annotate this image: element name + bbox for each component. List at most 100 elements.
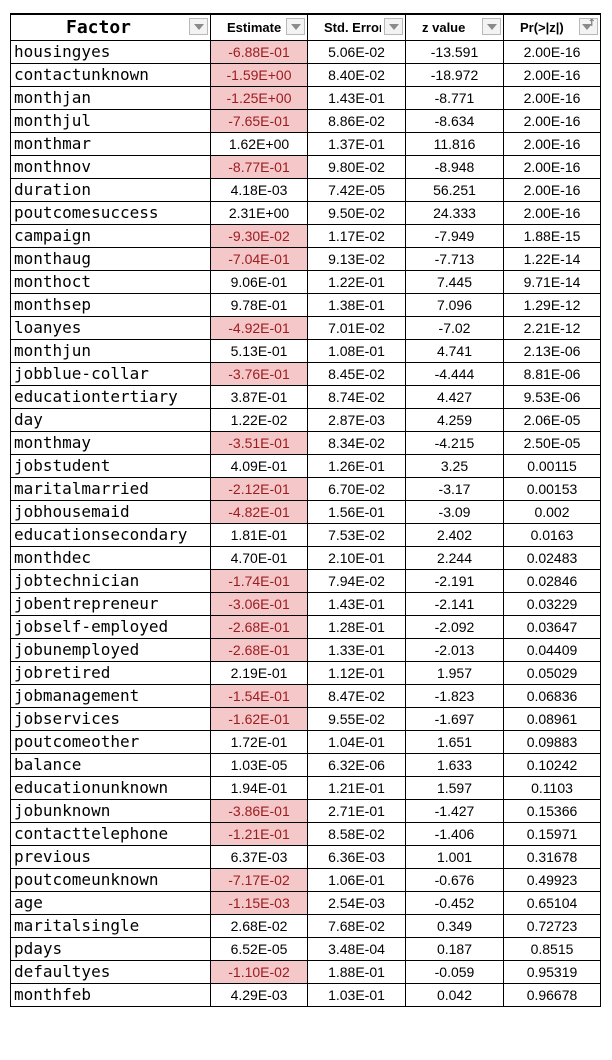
std-error-cell[interactable]: 8.40E-02	[307, 62, 406, 87]
estimate-cell[interactable]: 5.13E-01	[210, 338, 308, 363]
factor-cell[interactable]: campaign	[10, 223, 211, 248]
factor-cell[interactable]: previous	[10, 844, 211, 869]
p-value-cell[interactable]: 0.1103	[503, 775, 601, 800]
factor-cell[interactable]: educationsecondary	[10, 522, 211, 547]
estimate-cell[interactable]: -1.15E-03	[210, 890, 308, 915]
estimate-cell[interactable]: 1.22E-02	[210, 407, 308, 432]
z-value-cell[interactable]: 4.259	[405, 407, 504, 432]
z-value-cell[interactable]: 1.651	[405, 729, 504, 754]
p-value-cell[interactable]: 9.71E-14	[503, 269, 601, 294]
z-value-cell[interactable]: -3.17	[405, 476, 504, 501]
factor-cell[interactable]: poutcomesuccess	[10, 200, 211, 225]
filter-dropdown-icon[interactable]	[482, 18, 501, 35]
z-value-cell[interactable]: 56.251	[405, 177, 504, 202]
p-value-cell[interactable]: 2.00E-16	[503, 200, 601, 225]
p-value-cell[interactable]: 2.00E-16	[503, 108, 601, 133]
estimate-cell[interactable]: -4.82E-01	[210, 499, 308, 524]
z-value-cell[interactable]: 3.25	[405, 453, 504, 478]
p-value-cell[interactable]: 2.00E-16	[503, 154, 601, 179]
p-value-cell[interactable]: 9.53E-06	[503, 384, 601, 409]
p-value-cell[interactable]: 8.81E-06	[503, 361, 601, 386]
p-value-cell[interactable]: 0.72723	[503, 913, 601, 938]
z-value-cell[interactable]: 0.187	[405, 936, 504, 961]
std-error-cell[interactable]: 2.54E-03	[307, 890, 406, 915]
estimate-cell[interactable]: -3.86E-01	[210, 798, 308, 823]
p-value-cell[interactable]: 2.13E-06	[503, 338, 601, 363]
std-error-cell[interactable]: 6.36E-03	[307, 844, 406, 869]
std-error-cell[interactable]: 8.47E-02	[307, 683, 406, 708]
p-value-cell[interactable]: 2.00E-16	[503, 131, 601, 156]
estimate-cell[interactable]: -1.25E+00	[210, 85, 308, 110]
std-error-cell[interactable]: 7.53E-02	[307, 522, 406, 547]
z-value-cell[interactable]: -8.771	[405, 85, 504, 110]
std-error-cell[interactable]: 1.88E-01	[307, 959, 406, 984]
p-value-cell[interactable]: 1.88E-15	[503, 223, 601, 248]
p-value-cell[interactable]: 0.95319	[503, 959, 601, 984]
estimate-cell[interactable]: -3.06E-01	[210, 591, 308, 616]
z-value-cell[interactable]: -2.013	[405, 637, 504, 662]
std-error-cell[interactable]: 1.04E-01	[307, 729, 406, 754]
std-error-cell[interactable]: 9.80E-02	[307, 154, 406, 179]
p-value-cell[interactable]: 0.8515	[503, 936, 601, 961]
p-value-cell[interactable]: 0.00153	[503, 476, 601, 501]
std-error-cell[interactable]: 7.94E-02	[307, 568, 406, 593]
factor-cell[interactable]: monthdec	[10, 545, 211, 570]
factor-cell[interactable]: jobentrepreneur	[10, 591, 211, 616]
factor-cell[interactable]: jobblue-collar	[10, 361, 211, 386]
p-value-cell[interactable]: 0.96678	[503, 982, 601, 1007]
estimate-cell[interactable]: 1.62E+00	[210, 131, 308, 156]
factor-cell[interactable]: maritalsingle	[10, 913, 211, 938]
z-value-cell[interactable]: -0.676	[405, 867, 504, 892]
z-value-cell[interactable]: -1.697	[405, 706, 504, 731]
estimate-cell[interactable]: -1.54E-01	[210, 683, 308, 708]
p-value-cell[interactable]: 0.15366	[503, 798, 601, 823]
z-value-cell[interactable]: -18.972	[405, 62, 504, 87]
std-error-cell[interactable]: 7.42E-05	[307, 177, 406, 202]
z-value-cell[interactable]: -8.634	[405, 108, 504, 133]
p-value-cell[interactable]: 0.10242	[503, 752, 601, 777]
factor-cell[interactable]: educationunknown	[10, 775, 211, 800]
std-error-cell[interactable]: 2.87E-03	[307, 407, 406, 432]
estimate-cell[interactable]: -2.68E-01	[210, 637, 308, 662]
estimate-cell[interactable]: -6.88E-01	[210, 39, 308, 64]
estimate-cell[interactable]: 2.19E-01	[210, 660, 308, 685]
p-value-cell[interactable]: 2.50E-05	[503, 430, 601, 455]
p-value-cell[interactable]: 0.02483	[503, 545, 601, 570]
std-error-cell[interactable]: 1.43E-01	[307, 85, 406, 110]
z-value-cell[interactable]: -7.949	[405, 223, 504, 248]
factor-cell[interactable]: monthjun	[10, 338, 211, 363]
z-value-cell[interactable]: 0.349	[405, 913, 504, 938]
estimate-cell[interactable]: 6.37E-03	[210, 844, 308, 869]
std-error-cell[interactable]: 1.17E-02	[307, 223, 406, 248]
factor-cell[interactable]: housingyes	[10, 39, 211, 64]
p-value-cell[interactable]: 0.49923	[503, 867, 601, 892]
std-error-cell[interactable]: 1.43E-01	[307, 591, 406, 616]
p-value-cell[interactable]: 2.00E-16	[503, 62, 601, 87]
z-value-cell[interactable]: -1.406	[405, 821, 504, 846]
p-value-cell[interactable]: 0.03229	[503, 591, 601, 616]
estimate-cell[interactable]: 4.18E-03	[210, 177, 308, 202]
estimate-cell[interactable]: 1.03E-05	[210, 752, 308, 777]
std-error-cell[interactable]: 5.06E-02	[307, 39, 406, 64]
factor-cell[interactable]: educationtertiary	[10, 384, 211, 409]
std-error-cell[interactable]: 9.50E-02	[307, 200, 406, 225]
std-error-cell[interactable]: 1.21E-01	[307, 775, 406, 800]
p-value-cell[interactable]: 0.02846	[503, 568, 601, 593]
z-value-cell[interactable]: -2.092	[405, 614, 504, 639]
factor-cell[interactable]: contactunknown	[10, 62, 211, 87]
z-value-cell[interactable]: 7.096	[405, 292, 504, 317]
factor-cell[interactable]: pdays	[10, 936, 211, 961]
std-error-cell[interactable]: 1.22E-01	[307, 269, 406, 294]
z-value-cell[interactable]: -13.591	[405, 39, 504, 64]
z-value-cell[interactable]: 4.741	[405, 338, 504, 363]
estimate-cell[interactable]: -7.65E-01	[210, 108, 308, 133]
p-value-cell[interactable]: 2.00E-16	[503, 85, 601, 110]
std-error-cell[interactable]: 9.55E-02	[307, 706, 406, 731]
z-value-cell[interactable]: -2.191	[405, 568, 504, 593]
estimate-cell[interactable]: 6.52E-05	[210, 936, 308, 961]
estimate-cell[interactable]: -1.10E-02	[210, 959, 308, 984]
factor-cell[interactable]: poutcomeunknown	[10, 867, 211, 892]
estimate-cell[interactable]: -8.77E-01	[210, 154, 308, 179]
p-value-cell[interactable]: 2.21E-12	[503, 315, 601, 340]
estimate-cell[interactable]: -7.04E-01	[210, 246, 308, 271]
